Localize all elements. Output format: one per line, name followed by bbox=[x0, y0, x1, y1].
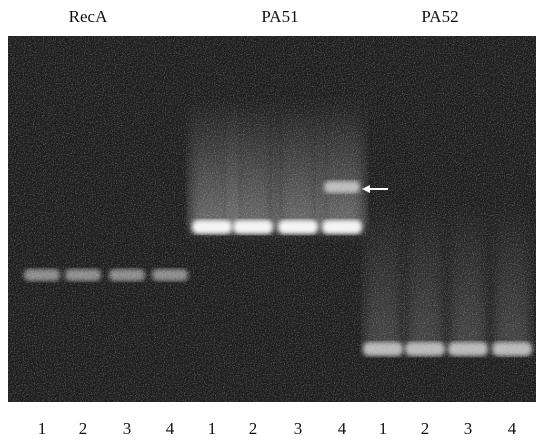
lane-label: 2 bbox=[79, 419, 88, 438]
lane-label: 3 bbox=[464, 419, 473, 438]
lane-label: 2 bbox=[249, 419, 258, 438]
lane-label: 3 bbox=[123, 419, 132, 438]
lane-label: 1 bbox=[208, 419, 217, 438]
lane-label: 1 bbox=[38, 419, 47, 438]
group-label: RecA bbox=[69, 7, 108, 26]
lane-label: 3 bbox=[294, 419, 303, 438]
group-label: PA51 bbox=[261, 7, 298, 26]
lane-label: 4 bbox=[508, 419, 517, 438]
lane-label: 4 bbox=[338, 419, 347, 438]
gel-noise bbox=[8, 36, 536, 402]
group-label: PA52 bbox=[421, 7, 458, 26]
lane-label: 1 bbox=[379, 419, 388, 438]
lane-label: 4 bbox=[166, 419, 175, 438]
lane-label: 2 bbox=[421, 419, 430, 438]
arrow bbox=[362, 185, 388, 193]
lane-labels: 1 2 3 4 1 2 3 4 1 2 3 4 bbox=[38, 419, 517, 438]
